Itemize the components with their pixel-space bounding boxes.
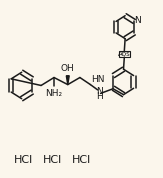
- Text: H: H: [96, 91, 103, 101]
- Text: N: N: [134, 16, 141, 25]
- Text: HCl: HCl: [14, 155, 33, 165]
- Text: OH: OH: [61, 64, 75, 73]
- Text: HN: HN: [91, 75, 104, 84]
- Text: Abs: Abs: [118, 51, 131, 57]
- Text: NH₂: NH₂: [45, 89, 63, 98]
- FancyBboxPatch shape: [119, 51, 130, 57]
- Text: N: N: [96, 87, 103, 96]
- Text: HCl: HCl: [72, 155, 91, 165]
- Text: HCl: HCl: [43, 155, 62, 165]
- Polygon shape: [66, 76, 69, 85]
